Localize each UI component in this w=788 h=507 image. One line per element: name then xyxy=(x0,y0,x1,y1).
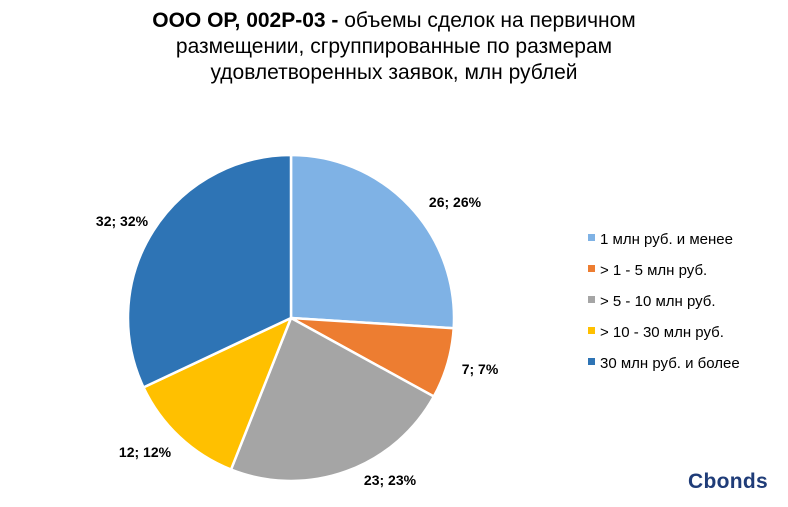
legend-label-le-1m: 1 млн руб. и менее xyxy=(600,231,733,248)
chart-title: ООО ОР, 002Р-03 - объемы сделок на перви… xyxy=(0,8,788,86)
cbonds-logo: Cbonds xyxy=(688,470,768,493)
legend-label-5-10m: > 5 - 10 млн руб. xyxy=(600,293,716,310)
pie-slice-le-1m xyxy=(289,153,456,330)
pie-slice-10-30m xyxy=(142,316,293,471)
title-line-1: ООО ОР, 002Р-03 - объемы сделок на перви… xyxy=(0,8,788,34)
legend-swatch-5-10m xyxy=(588,296,595,303)
legend-label-10-30m: > 10 - 30 млн руб. xyxy=(600,324,724,341)
data-label-5-10m: 23; 23% xyxy=(364,472,417,488)
pie-slice-5-10m xyxy=(229,316,436,483)
data-label-1-5m: 7; 7% xyxy=(462,361,499,377)
legend-label-1-5m: > 1 - 5 млн руб. xyxy=(600,262,707,279)
pie-slice-ge-30m xyxy=(126,153,293,389)
legend-swatch-ge-30m xyxy=(588,358,595,365)
title-line-1-rest: объемы сделок на первичном xyxy=(338,9,636,32)
legend-label-ge-30m: 30 млн руб. и более xyxy=(600,355,740,372)
data-label-le-1m: 26; 26% xyxy=(429,194,482,210)
title-line-3: удовлетворенных заявок, млн рублей xyxy=(210,61,578,84)
legend-swatch-1-5m xyxy=(588,265,595,272)
title-bold: ООО ОР, 002Р-03 - xyxy=(152,9,339,32)
data-label-10-30m: 12; 12% xyxy=(119,444,172,460)
legend-swatch-le-1m xyxy=(588,234,595,241)
title-line-2: размещении, сгруппированные по размерам xyxy=(175,35,613,58)
data-label-ge-30m: 32; 32% xyxy=(96,213,149,229)
legend-swatch-10-30m xyxy=(588,327,595,334)
